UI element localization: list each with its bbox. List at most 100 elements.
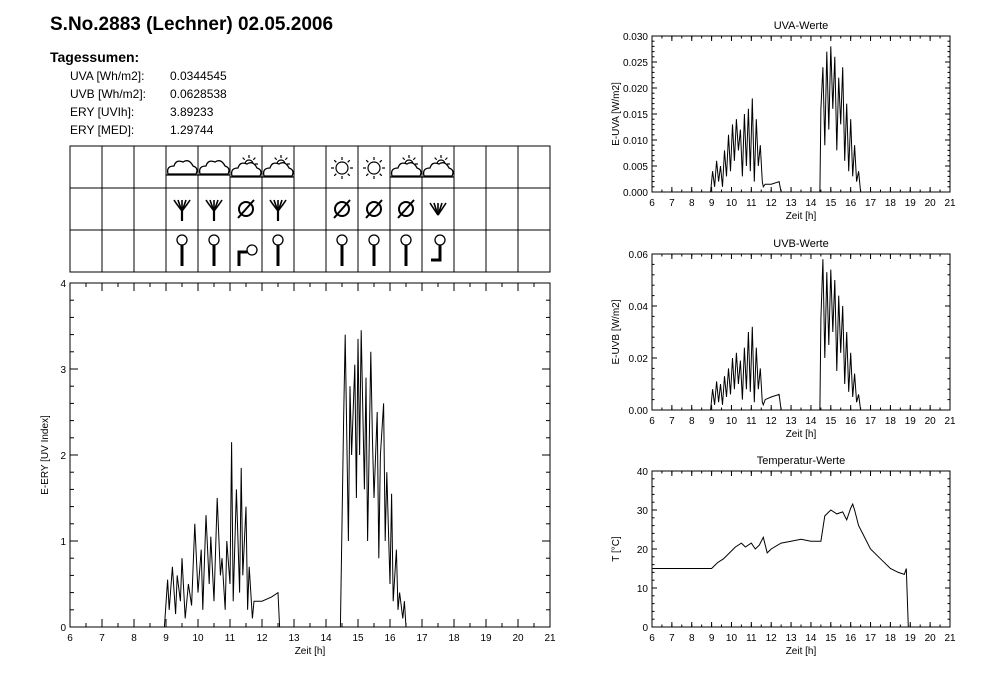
- x-tick-label: 18: [885, 633, 897, 644]
- x-tick-label: 9: [163, 633, 169, 644]
- sun-ray: [379, 159, 383, 163]
- x-tick-label: 19: [905, 198, 917, 209]
- y-tick-label: 0.025: [623, 58, 648, 69]
- pole-head: [246, 244, 258, 256]
- x-tick-label: 15: [825, 198, 837, 209]
- cloud-shape: [230, 162, 262, 177]
- shell-rib: [437, 202, 447, 216]
- x-tick-label: 14: [320, 633, 332, 644]
- x-tick-label: 14: [805, 633, 817, 644]
- summary-value: 0.0344545: [170, 69, 227, 83]
- plot-frame: [69, 282, 551, 628]
- cloud-shape: [198, 160, 230, 175]
- x-tick-label: 13: [786, 198, 798, 209]
- pole-head: [336, 234, 348, 246]
- sun-ray: [333, 173, 337, 177]
- x-tick-label: 11: [746, 416, 757, 427]
- tree-branch: [181, 199, 191, 212]
- sun-cloud-icon: [390, 155, 422, 178]
- summary-title: Tagessumen:: [50, 49, 140, 65]
- x-tick-label: 15: [352, 633, 364, 644]
- y-tick-label: 0.02: [629, 354, 649, 365]
- x-tick-label: 10: [726, 633, 738, 644]
- x-tick-label: 19: [905, 633, 917, 644]
- plot-frame: [651, 470, 951, 628]
- x-tick-label: 15: [825, 416, 837, 427]
- x-tick-label: 6: [649, 198, 655, 209]
- tree-icon: [173, 199, 191, 221]
- x-tick-label: 20: [925, 633, 937, 644]
- x-tick-label: 7: [99, 633, 105, 644]
- sun-cloud-icon: [230, 155, 262, 178]
- x-tick-label: 21: [544, 633, 556, 644]
- y-axis-label: E-ERY [UV Index]: [40, 415, 51, 495]
- empty-set-circle: [398, 201, 414, 217]
- sun-disc: [367, 161, 381, 175]
- sun-icon: [331, 157, 353, 179]
- summary-value: 0.0628538: [170, 87, 227, 101]
- chart-title: Temperatur-Werte: [757, 455, 845, 467]
- summary-row-uvb: UVB [Wh/m2]: 0.0628538: [70, 87, 227, 101]
- cloud-shape: [422, 162, 454, 177]
- x-tick-label: 12: [256, 633, 268, 644]
- x-tick-label: 8: [689, 633, 695, 644]
- plot-frame: [651, 253, 951, 411]
- x-tick-label: 16: [845, 416, 857, 427]
- x-tick-label: 20: [925, 416, 937, 427]
- y-tick-label: 0: [60, 623, 66, 634]
- weather-table: [69, 145, 551, 273]
- pole-head: [434, 234, 446, 246]
- chart-temp: Temperatur-Werte 6 7 8 9 10 11 12 13 14 15 16 17 18 19…: [611, 455, 956, 657]
- y-tick-label: 0.015: [623, 110, 648, 121]
- x-tick-label: 13: [288, 633, 300, 644]
- y-axis-label: E-UVA [W/m2]: [611, 82, 622, 146]
- summary-label: UVB [Wh/m2]:: [70, 87, 147, 101]
- sun-icon: [363, 157, 385, 179]
- x-tick-label: 10: [192, 633, 204, 644]
- pole-head: [208, 234, 220, 246]
- x-tick-label: 8: [131, 633, 137, 644]
- y-tick-label: 0.06: [629, 250, 649, 261]
- empty-set-slash: [237, 199, 255, 219]
- tree-icon: [269, 199, 287, 221]
- summary-label: ERY [MED]:: [70, 123, 135, 137]
- y-tick-label: 3: [60, 365, 66, 376]
- x-tick-label: 18: [885, 416, 897, 427]
- sun-ray: [402, 157, 406, 161]
- summary-row-ery-uvih: ERY [UVIh]: 3.89233: [70, 105, 213, 119]
- sun-ray: [444, 157, 448, 161]
- y-tick-label: 2: [60, 451, 66, 462]
- empty-set-slash: [333, 199, 351, 219]
- cloud-icon: [422, 162, 454, 178]
- pole-stick: [431, 245, 442, 262]
- x-tick-label: 21: [944, 198, 956, 209]
- cloud-icon: [262, 162, 294, 178]
- shell-icon: [429, 202, 447, 216]
- series-line: [652, 502, 909, 628]
- x-tick-label: 8: [689, 416, 695, 427]
- x-tick-label: 14: [805, 416, 817, 427]
- y-tick-label: 0.010: [623, 136, 648, 147]
- x-tick-label: 19: [905, 416, 917, 427]
- cloud-shape: [262, 162, 294, 177]
- summary-label: ERY [UVIh]:: [70, 105, 135, 119]
- pole-head: [176, 234, 188, 246]
- sun-ray: [347, 173, 351, 177]
- x-axis-label: Zeit [h]: [295, 646, 326, 657]
- y-axis-label: T [°C]: [611, 536, 622, 562]
- chart-uvb: UVB-Werte 6 7 8 9 10 11 12 13 14 15 16 17 18 19 20 21 Zei…: [611, 238, 956, 440]
- table-frame: [69, 145, 551, 273]
- pole-head: [272, 234, 284, 246]
- sun-ray: [365, 159, 369, 163]
- x-tick-label: 10: [726, 416, 738, 427]
- y-tick-label: 10: [637, 584, 649, 595]
- x-tick-label: 7: [669, 416, 675, 427]
- empty-set-icon: [237, 199, 255, 219]
- y-tick-label: 0.000: [623, 188, 648, 199]
- x-tick-label: 16: [384, 633, 396, 644]
- cloud-shape: [166, 160, 198, 175]
- x-tick-label: 21: [944, 416, 956, 427]
- x-tick-label: 6: [649, 416, 655, 427]
- sun-ray: [252, 157, 256, 161]
- x-tick-label: 19: [480, 633, 492, 644]
